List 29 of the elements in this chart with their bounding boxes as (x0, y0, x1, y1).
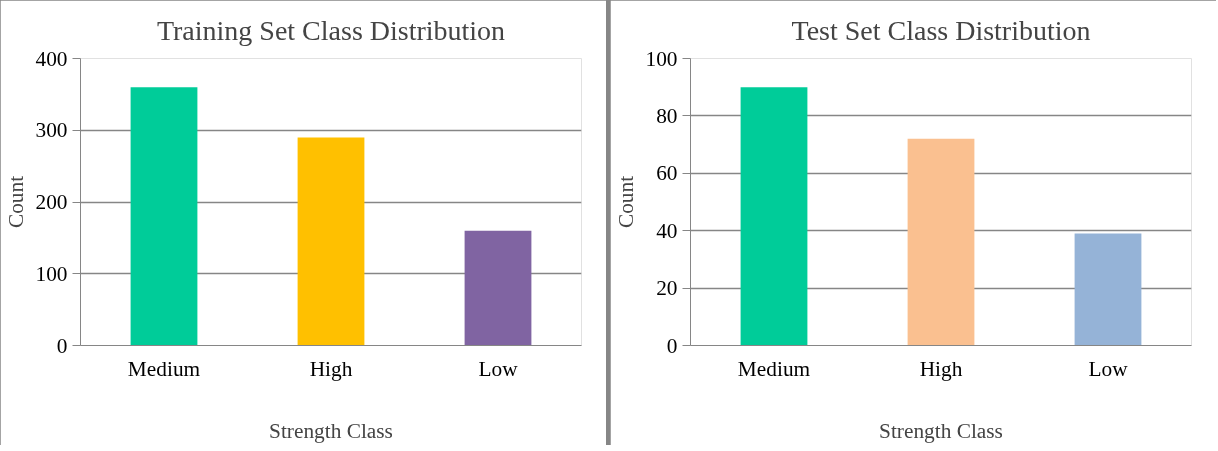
bar (907, 138, 975, 346)
chart-title: Test Set Class Distribution (791, 15, 1091, 46)
y-tick-label: 300 (35, 118, 68, 143)
y-tick-label: 0 (56, 333, 68, 358)
x-tick-label: High (919, 356, 963, 381)
y-tick-label: 100 (35, 261, 68, 286)
y-tick-label: 0 (666, 333, 678, 358)
x-tick-label: Medium (737, 356, 811, 381)
y-tick-label: 60 (656, 161, 678, 186)
x-axis-title: Strength Class (269, 418, 393, 443)
y-tick-label: 40 (656, 218, 678, 243)
y-tick-label: 400 (35, 46, 68, 71)
x-tick-label: Low (478, 356, 519, 381)
bar (740, 87, 808, 346)
x-tick-label: Low (1088, 356, 1129, 381)
x-tick-label: High (309, 356, 353, 381)
y-tick-label: 80 (656, 103, 678, 128)
y-axis-title: Count (613, 175, 638, 229)
bar (297, 137, 365, 346)
x-tick-label: Medium (127, 356, 201, 381)
x-axis-title: Strength Class (879, 418, 1003, 443)
bar (130, 87, 198, 346)
bar (464, 230, 532, 346)
y-tick-label: 100 (645, 46, 678, 71)
bar (1074, 233, 1142, 346)
chart-title: Training Set Class Distribution (156, 15, 506, 46)
y-tick-label: 20 (656, 276, 678, 301)
y-tick-label: 200 (35, 190, 68, 214)
y-axis-title: Count (3, 175, 28, 229)
